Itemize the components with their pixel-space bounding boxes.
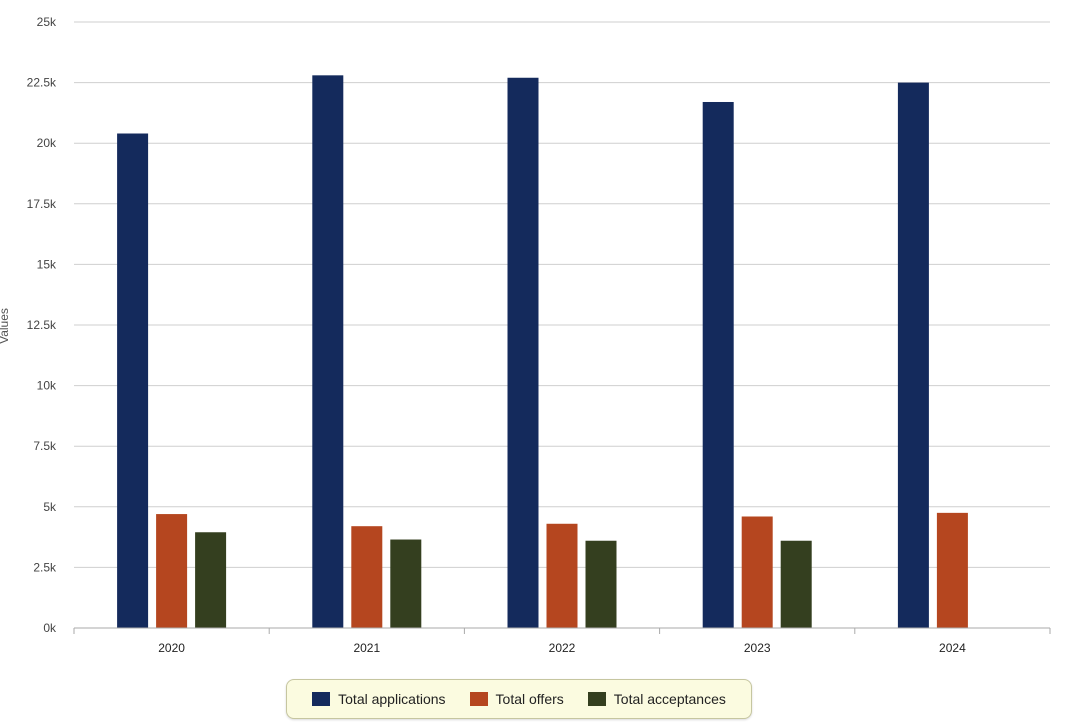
x-tick-label-2023: 2023 xyxy=(744,641,771,655)
bar-2021-total-offers[interactable] xyxy=(351,526,383,628)
bars xyxy=(117,75,968,629)
y-axis-label: Values xyxy=(0,308,11,344)
bar-2024-total-applications[interactable] xyxy=(897,82,929,629)
y-tick-label-3: 7.5k xyxy=(33,439,57,453)
legend-swatch-offers xyxy=(469,692,488,706)
bar-2020-total-offers[interactable] xyxy=(156,514,188,628)
y-tick-label-9: 22.5k xyxy=(27,76,57,90)
y-tick-label-2: 5k xyxy=(43,500,57,514)
y-tick-label-4: 10k xyxy=(37,379,57,393)
y-tick-label-8: 20k xyxy=(37,136,57,150)
y-axis-ticks: 0k 2.5k 5k 7.5k 10k 12.5k 15k 17.5k 20k 22.5k 25k xyxy=(27,15,57,635)
bar-2023-total-acceptances[interactable] xyxy=(780,540,812,628)
y-tick-label-7: 17.5k xyxy=(27,197,57,211)
legend-item-acceptances[interactable]: Total acceptances xyxy=(587,691,726,707)
bar-2022-total-applications[interactable] xyxy=(507,77,539,628)
x-tick-label-2020: 2020 xyxy=(158,641,185,655)
bar-2024-total-offers[interactable] xyxy=(936,512,968,628)
bar-2021-total-applications[interactable] xyxy=(312,75,344,628)
x-tick-label-2021: 2021 xyxy=(353,641,380,655)
bar-2022-total-acceptances[interactable] xyxy=(585,540,617,628)
y-tick-label-1: 2.5k xyxy=(33,560,57,574)
bar-2023-total-offers[interactable] xyxy=(741,516,773,628)
legend-item-offers[interactable]: Total offers xyxy=(469,691,564,707)
y-tick-label-6: 15k xyxy=(37,257,57,271)
bar-2021-total-acceptances[interactable] xyxy=(390,539,422,628)
bar-2020-total-applications[interactable] xyxy=(117,133,149,628)
x-axis: 2020 2021 2022 2023 2024 xyxy=(73,627,1051,655)
bar-2020-total-acceptances[interactable] xyxy=(195,532,227,628)
bar-2023-total-applications[interactable] xyxy=(702,101,734,628)
legend: Total applications Total offers Total ac… xyxy=(286,679,752,719)
y-tick-label-0: 0k xyxy=(43,621,57,635)
gridlines xyxy=(74,21,1050,568)
legend-label-acceptances: Total acceptances xyxy=(613,691,726,707)
bar-2022-total-offers[interactable] xyxy=(546,523,578,628)
x-tick-label-2022: 2022 xyxy=(549,641,576,655)
legend-swatch-acceptances xyxy=(587,692,606,706)
legend-swatch-applications xyxy=(312,692,331,706)
legend-item-applications[interactable]: Total applications xyxy=(312,691,446,707)
legend-label-applications: Total applications xyxy=(338,691,446,707)
y-tick-label-5: 12.5k xyxy=(27,318,57,332)
legend-label-offers: Total offers xyxy=(495,691,564,707)
x-tick-label-2024: 2024 xyxy=(939,641,966,655)
y-tick-label-10: 25k xyxy=(37,15,57,29)
